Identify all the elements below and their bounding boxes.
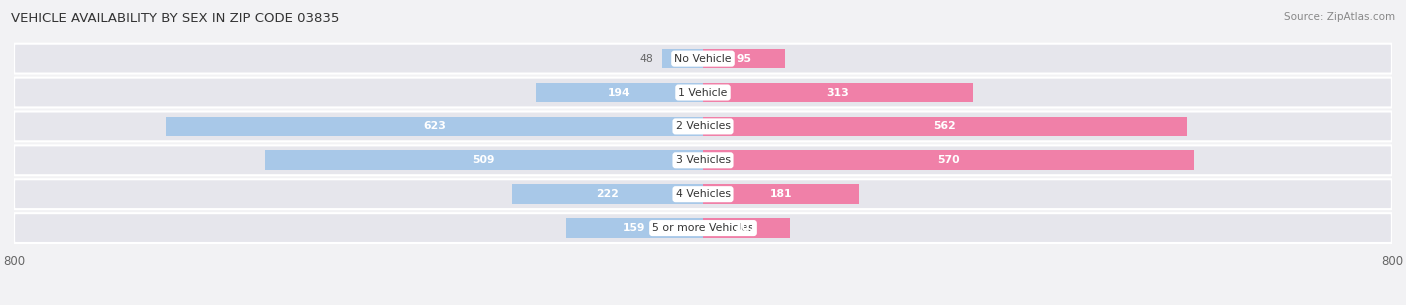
Bar <box>512 184 703 204</box>
Bar <box>662 49 703 68</box>
Text: 313: 313 <box>827 88 849 98</box>
Text: 222: 222 <box>596 189 619 199</box>
FancyBboxPatch shape <box>14 44 1392 74</box>
Bar <box>703 83 973 102</box>
FancyBboxPatch shape <box>14 112 1392 141</box>
Text: 101: 101 <box>735 223 758 233</box>
Text: 509: 509 <box>472 155 495 165</box>
Bar <box>166 117 703 136</box>
Bar <box>703 150 1194 170</box>
Text: 4 Vehicles: 4 Vehicles <box>675 189 731 199</box>
Text: No Vehicle: No Vehicle <box>675 54 731 64</box>
Text: 181: 181 <box>769 189 792 199</box>
Bar <box>703 184 859 204</box>
FancyBboxPatch shape <box>14 77 1392 107</box>
Bar <box>703 117 1187 136</box>
Bar <box>703 218 790 238</box>
Text: 5 or more Vehicles: 5 or more Vehicles <box>652 223 754 233</box>
Text: 95: 95 <box>737 54 751 64</box>
Text: 194: 194 <box>609 88 631 98</box>
Text: 1 Vehicle: 1 Vehicle <box>678 88 728 98</box>
Text: 48: 48 <box>640 54 652 64</box>
Text: Source: ZipAtlas.com: Source: ZipAtlas.com <box>1284 12 1395 22</box>
Text: VEHICLE AVAILABILITY BY SEX IN ZIP CODE 03835: VEHICLE AVAILABILITY BY SEX IN ZIP CODE … <box>11 12 340 25</box>
FancyBboxPatch shape <box>14 179 1392 209</box>
Text: 3 Vehicles: 3 Vehicles <box>675 155 731 165</box>
Text: 570: 570 <box>938 155 960 165</box>
Bar <box>567 218 703 238</box>
FancyBboxPatch shape <box>14 213 1392 243</box>
FancyBboxPatch shape <box>14 145 1392 175</box>
Text: 623: 623 <box>423 121 446 131</box>
Text: 562: 562 <box>934 121 956 131</box>
Text: 2 Vehicles: 2 Vehicles <box>675 121 731 131</box>
Text: 159: 159 <box>623 223 645 233</box>
Bar <box>703 49 785 68</box>
Bar <box>536 83 703 102</box>
Bar <box>264 150 703 170</box>
